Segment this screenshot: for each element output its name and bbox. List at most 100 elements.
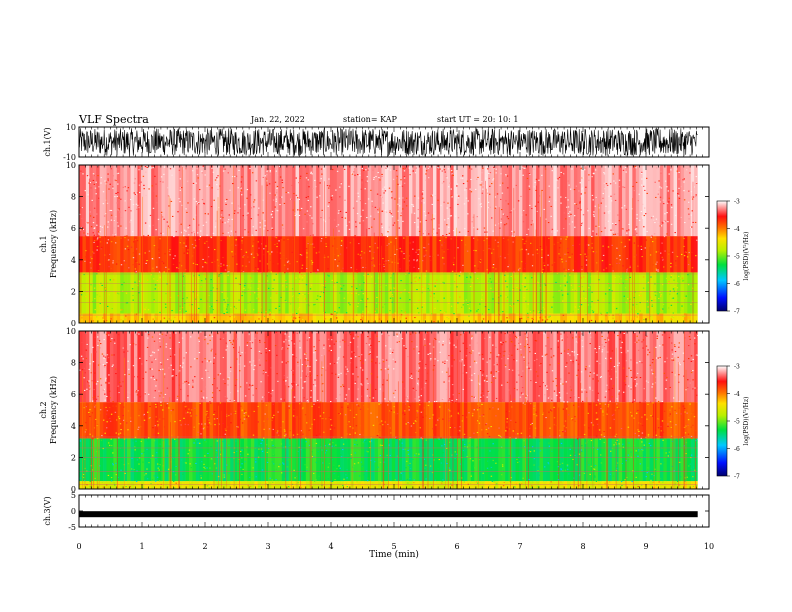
spectrogram-speckle bbox=[495, 172, 497, 174]
spectrogram-cell bbox=[687, 313, 692, 323]
spectrogram-speckle bbox=[183, 252, 185, 254]
spectrogram-speckle bbox=[494, 239, 497, 241]
spectrogram-cell bbox=[532, 272, 537, 314]
spectrogram-cell bbox=[463, 402, 468, 439]
spectrogram-cell bbox=[635, 438, 640, 482]
spectrogram-cell bbox=[113, 331, 118, 403]
spectrogram-speckle bbox=[622, 186, 624, 188]
spectrogram-speckle bbox=[300, 430, 302, 432]
spectrogram-cell bbox=[175, 236, 179, 273]
spectrogram-cell bbox=[628, 331, 633, 403]
spectrogram-speckle bbox=[163, 262, 165, 264]
spectrogram-cell bbox=[652, 236, 657, 273]
spectrogram-speckle bbox=[213, 357, 215, 359]
spectrogram-speckle bbox=[668, 415, 671, 417]
spectrogram-speckle bbox=[304, 293, 306, 295]
spectrogram-speckle bbox=[99, 347, 101, 349]
spectrogram-speckle bbox=[276, 185, 279, 187]
spectrogram-speckle bbox=[555, 199, 557, 201]
spectrogram-cell bbox=[687, 236, 692, 273]
spectrogram-speckle bbox=[198, 274, 200, 276]
spectrogram-speckle bbox=[433, 401, 436, 403]
spectrogram-speckle bbox=[391, 294, 394, 296]
spectrogram-speckle bbox=[308, 444, 311, 446]
spectrogram-speckle bbox=[612, 231, 614, 233]
spectrogram-speckle bbox=[505, 174, 507, 176]
spectrogram-speckle bbox=[402, 220, 404, 222]
spectrogram-cell bbox=[154, 438, 159, 482]
spectrogram-cell bbox=[254, 272, 259, 314]
spectrogram-cell bbox=[477, 236, 482, 273]
spectrogram-speckle bbox=[152, 224, 154, 226]
spectrogram-cell bbox=[302, 481, 307, 489]
spectrogram-cell bbox=[567, 313, 571, 323]
spectrogram-speckle bbox=[609, 183, 612, 185]
spectrogram-speckle bbox=[569, 354, 571, 356]
spectrogram-speckle bbox=[95, 383, 98, 385]
spectrogram-cell bbox=[391, 272, 396, 314]
spectrogram-cell bbox=[164, 272, 169, 314]
spectrogram-cell bbox=[604, 165, 609, 237]
spectrogram-speckle bbox=[361, 168, 363, 170]
spectrogram-cell bbox=[625, 481, 630, 489]
spectrogram-cell bbox=[460, 331, 465, 403]
spectrogram-speckle bbox=[106, 410, 108, 412]
spectrogram-speckle bbox=[491, 183, 493, 185]
spectrogram-speckle bbox=[445, 175, 447, 177]
spectrogram-speckle bbox=[408, 406, 410, 408]
spectrogram-cell bbox=[237, 481, 241, 489]
spectrogram-speckle bbox=[122, 381, 124, 383]
spectrogram-speckle bbox=[130, 219, 132, 221]
spectrogram-speckle bbox=[421, 193, 424, 195]
spectrogram-speckle bbox=[478, 459, 481, 461]
spectrogram-cell bbox=[494, 272, 499, 314]
spectrogram-cell bbox=[292, 402, 296, 439]
spectrogram-speckle bbox=[147, 440, 149, 442]
spectrogram-cell bbox=[185, 313, 190, 323]
spectrogram-speckle bbox=[328, 275, 330, 277]
spectrogram-speckle bbox=[246, 214, 249, 216]
spectrogram-speckle bbox=[359, 254, 362, 256]
spectrogram-speckle bbox=[291, 288, 294, 290]
spectrogram-speckle bbox=[632, 299, 634, 301]
spectrogram-speckle bbox=[425, 254, 427, 256]
spectrogram-speckle bbox=[537, 470, 539, 472]
spectrogram-cell bbox=[268, 165, 272, 237]
spectrogram-speckle bbox=[398, 197, 401, 199]
spectrogram-speckle bbox=[124, 237, 126, 239]
spectrogram-speckle bbox=[591, 247, 593, 249]
spectrogram-cell bbox=[694, 313, 698, 323]
spectrogram-speckle bbox=[377, 172, 379, 174]
spectrogram-speckle bbox=[257, 298, 260, 300]
spectrogram-speckle bbox=[307, 199, 309, 201]
spectrogram-speckle bbox=[255, 180, 258, 182]
spectrogram-cell bbox=[364, 331, 369, 403]
spectrogram-speckle bbox=[640, 210, 643, 212]
spectrogram-cell bbox=[103, 236, 107, 273]
spectrogram-speckle bbox=[164, 253, 166, 255]
spectrogram-cell bbox=[608, 165, 613, 237]
spectrogram-cell bbox=[594, 438, 599, 482]
spectrogram-cell bbox=[182, 236, 186, 273]
spectrogram-speckle bbox=[453, 167, 456, 169]
spectrogram-speckle bbox=[156, 202, 158, 204]
spectrogram-speckle bbox=[655, 196, 657, 198]
spectrogram-speckle bbox=[255, 458, 257, 460]
spectrogram-cell bbox=[446, 402, 451, 439]
spectrogram-speckle bbox=[208, 487, 210, 489]
spectrogram-speckle bbox=[534, 181, 536, 183]
spectrogram-cell bbox=[226, 481, 231, 489]
spectrogram-speckle bbox=[149, 368, 151, 370]
spectrogram-speckle bbox=[362, 310, 364, 312]
spectrogram-speckle bbox=[180, 232, 183, 234]
spectrogram-speckle bbox=[638, 294, 640, 296]
spectrogram-cell bbox=[422, 236, 427, 273]
spectrogram-cell bbox=[415, 313, 420, 323]
spectrogram-speckle bbox=[581, 266, 583, 268]
spectrogram-speckle bbox=[618, 390, 620, 392]
spectrogram-speckle bbox=[174, 354, 176, 356]
spectrogram-cell bbox=[635, 313, 640, 323]
spectrogram-speckle bbox=[631, 308, 633, 310]
spectrogram-speckle bbox=[387, 260, 390, 262]
spectrogram-speckle bbox=[527, 303, 529, 305]
